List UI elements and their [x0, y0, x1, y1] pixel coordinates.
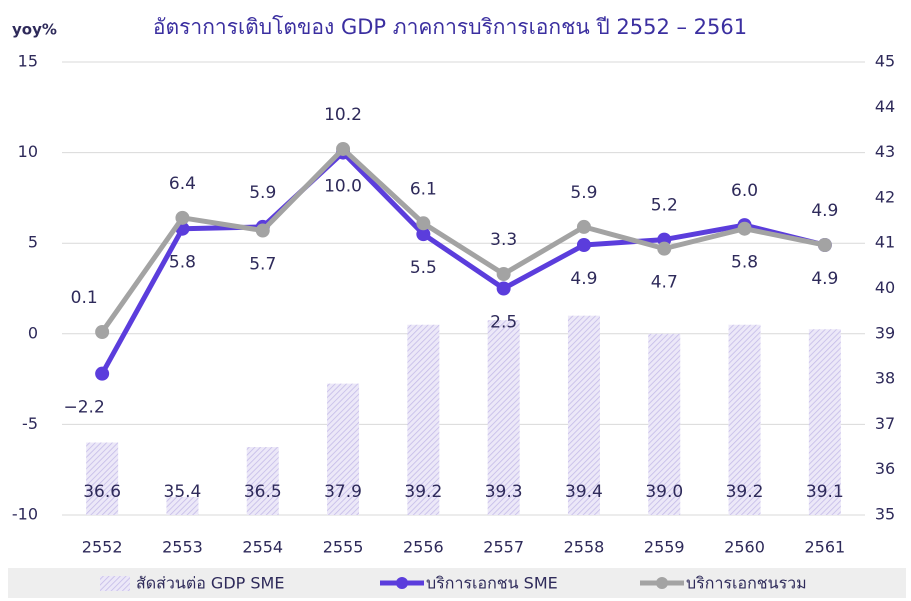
y2-tick-label: 36 [875, 459, 895, 478]
bar-value-label: 36.5 [244, 482, 282, 502]
chart-title: อัตราการเติบโตของ GDP ภาคการบริการเอกชน … [153, 15, 747, 39]
y2-tick-label: 43 [875, 142, 895, 161]
legend-band [8, 568, 906, 598]
value-label: 5.8 [169, 253, 196, 273]
bar-value-label: 35.4 [164, 482, 202, 502]
legend-swatch [396, 577, 408, 589]
bar-value-label: 39.1 [806, 482, 844, 502]
y-tick-label: 15 [18, 52, 38, 71]
line [99, 150, 826, 375]
value-label: 4.7 [651, 273, 678, 293]
y2-tick-label: 39 [875, 323, 895, 342]
y-axis-label: yoy% [12, 21, 57, 39]
value-label: 10.0 [324, 177, 362, 197]
marker [175, 210, 190, 225]
legend-swatch [656, 577, 668, 589]
value-label: 10.2 [324, 105, 362, 125]
x-tick-label: 2560 [724, 538, 765, 557]
x-tick-label: 2556 [403, 538, 444, 557]
value-label: 2.5 [490, 313, 517, 333]
y-tick-label: 5 [28, 233, 38, 252]
value-label: 5.5 [410, 258, 437, 278]
marker [95, 324, 110, 339]
marker [336, 141, 351, 156]
bar-value-label: 36.6 [83, 482, 121, 502]
bar [86, 442, 119, 515]
bar [648, 333, 681, 515]
bar [327, 383, 360, 515]
x-tick-label: 2558 [564, 538, 605, 557]
bar-value-label: 39.2 [404, 482, 442, 502]
bar-value-label: 39.2 [726, 482, 764, 502]
value-label: 6.4 [169, 174, 196, 194]
marker [416, 216, 431, 231]
legend-label: บริการเอกชนรวม [686, 574, 807, 593]
y2-tick-label: 44 [875, 97, 895, 116]
bar-value-label: 39.3 [485, 482, 523, 502]
value-label: 5.7 [249, 255, 276, 275]
x-tick-label: 2552 [82, 538, 123, 557]
value-label: 4.9 [811, 201, 838, 221]
y-tick-label: 10 [18, 142, 38, 161]
marker [737, 221, 752, 236]
line [100, 146, 826, 334]
value-label: 5.8 [731, 253, 758, 273]
y2-tick-label: 37 [875, 414, 895, 433]
bar-value-label: 39.0 [645, 482, 683, 502]
x-tick-label: 2557 [483, 538, 524, 557]
x-tick-label: 2553 [162, 538, 203, 557]
value-label: 4.9 [811, 269, 838, 289]
legend-label: สัดส่วนต่อ GDP SME [136, 574, 284, 593]
bar-value-label: 37.9 [324, 482, 362, 502]
y2-tick-label: 38 [875, 369, 895, 388]
bar [567, 315, 600, 515]
y2-tick-label: 45 [875, 52, 895, 71]
value-label: −2.2 [64, 398, 105, 418]
x-tick-label: 2561 [804, 538, 845, 557]
bar [808, 329, 841, 515]
y2-tick-label: 40 [875, 278, 895, 297]
bar [407, 324, 440, 515]
y2-tick-label: 42 [875, 187, 895, 206]
x-tick-label: 2555 [323, 538, 364, 557]
marker [576, 238, 591, 253]
legend-label: บริการเอกชน SME [426, 574, 558, 593]
bar [487, 320, 520, 515]
marker [576, 219, 591, 234]
y2-tick-label: 35 [875, 505, 895, 524]
y-tick-label: 0 [28, 323, 38, 342]
y2-tick-label: 41 [875, 233, 895, 252]
value-label: 5.2 [651, 196, 678, 216]
x-tick-label: 2554 [242, 538, 283, 557]
value-label: 3.3 [490, 230, 517, 250]
bar [166, 496, 199, 515]
value-label: 5.9 [570, 183, 597, 203]
bar [246, 447, 279, 515]
legend-swatch [100, 576, 130, 591]
x-tick-label: 2559 [644, 538, 685, 557]
bar-value-label: 39.4 [565, 482, 603, 502]
bar [728, 324, 761, 515]
y-tick-label: -10 [12, 505, 38, 524]
value-label: 6.1 [410, 179, 437, 199]
y-tick-label: -5 [22, 414, 38, 433]
marker [95, 366, 110, 381]
marker [496, 281, 511, 296]
value-label: 0.1 [71, 288, 98, 308]
marker [255, 223, 270, 238]
value-label: 5.9 [249, 183, 276, 203]
marker [817, 238, 832, 253]
value-label: 6.0 [731, 181, 758, 201]
marker [496, 267, 511, 282]
value-label: 4.9 [570, 269, 597, 289]
marker [416, 227, 431, 242]
marker [657, 241, 672, 256]
